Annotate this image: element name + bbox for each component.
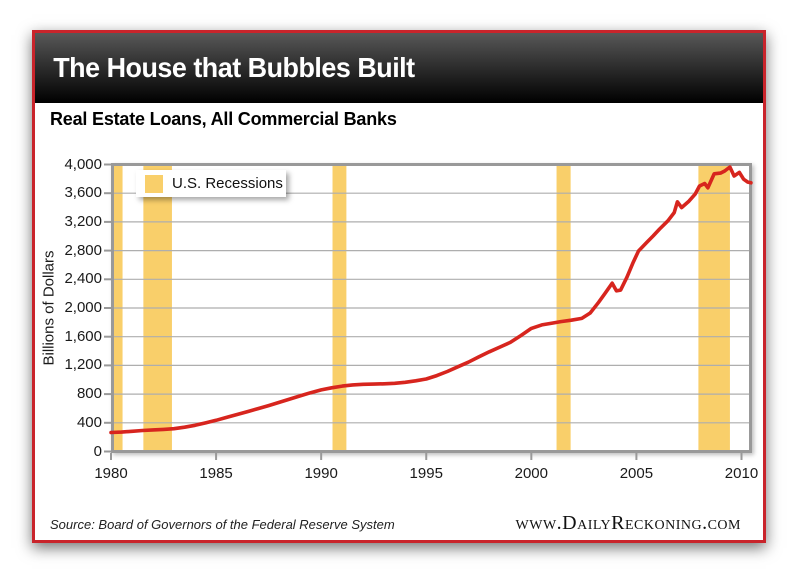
y-tick-label: 4,000 — [64, 155, 102, 173]
legend: U.S. Recessions — [136, 170, 286, 197]
y-tick-label: 0 — [93, 442, 102, 460]
y-tick-label: 2,000 — [64, 299, 102, 316]
x-tick-label: 1990 — [304, 465, 338, 482]
website-text: www.DailyReckoning.com — [515, 512, 741, 534]
chart-main-title: The House that Bubbles Built — [53, 52, 415, 83]
plot-area — [104, 163, 753, 460]
chart-subtitle: Real Estate Loans, All Commercial Banks — [50, 109, 397, 129]
plot-frame — [111, 163, 752, 453]
y-tick-label: 3,200 — [64, 212, 102, 230]
y-tick-label: 800 — [76, 385, 102, 403]
x-tick-label: 2000 — [514, 465, 548, 482]
footer: Source: Board of Governors of the Federa… — [50, 512, 741, 535]
title-bar: The House that Bubbles Built — [35, 33, 763, 103]
y-tick-label: 2,400 — [64, 270, 102, 288]
legend-label: U.S. Recessions — [172, 175, 283, 192]
x-tick-label: 2010 — [724, 465, 759, 482]
x-tick-label: 1985 — [199, 465, 233, 482]
x-tick-label: 2005 — [619, 465, 654, 482]
x-tick-label: 1980 — [94, 465, 128, 482]
loans-line — [109, 165, 753, 435]
x-tick-label: 1995 — [409, 465, 443, 482]
y-tick-label: 1,600 — [64, 327, 102, 345]
y-tick-label: 1,200 — [64, 356, 102, 374]
source-note: Source: Board of Governors of the Federa… — [50, 517, 395, 532]
y-tick-label: 3,600 — [64, 184, 102, 202]
y-tick-label: 2,800 — [64, 241, 102, 259]
y-tick-label: 400 — [76, 413, 102, 431]
recession-swatch-icon — [145, 174, 163, 193]
chart-card: The House that Bubbles Built Real Estate… — [32, 30, 766, 543]
